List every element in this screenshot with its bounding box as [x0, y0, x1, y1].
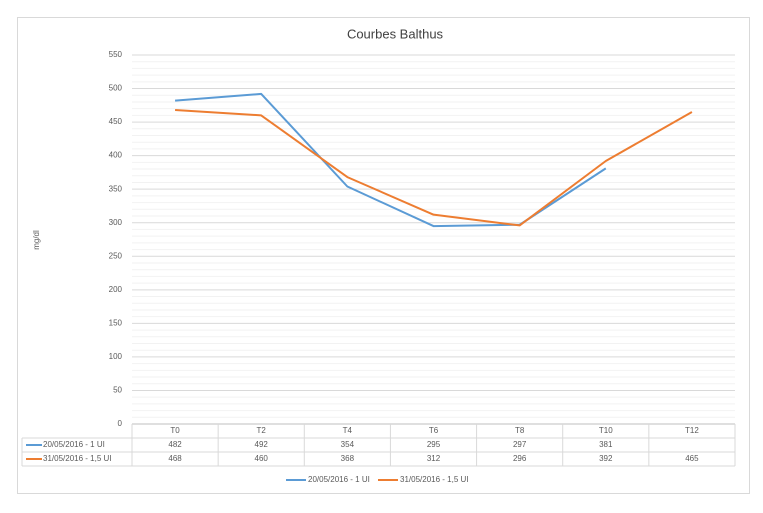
table-value: 482: [168, 440, 182, 449]
table-value: 492: [255, 440, 269, 449]
table-value: 295: [427, 440, 441, 449]
y-tick-label: 450: [109, 117, 123, 126]
x-tick-label: T12: [685, 426, 699, 435]
table-value: 465: [685, 454, 699, 463]
x-tick-label: T8: [515, 426, 525, 435]
legend-label: 20/05/2016 - 1 UI: [308, 475, 370, 484]
y-tick-label: 250: [109, 251, 123, 260]
y-tick-label: 400: [109, 151, 123, 160]
y-tick-label: 200: [109, 285, 123, 294]
series-line: [175, 109, 693, 227]
table-value: 297: [513, 440, 527, 449]
y-tick-label: 150: [109, 318, 123, 327]
y-tick-label: 500: [109, 84, 123, 93]
chart-title: Courbes Balthus: [347, 26, 444, 41]
y-tick-label: 350: [109, 184, 123, 193]
x-tick-label: T6: [429, 426, 439, 435]
table-value: 296: [513, 454, 527, 463]
y-axis-label: mg/dl: [32, 230, 41, 250]
table-value: 368: [341, 454, 355, 463]
chart-border: [17, 17, 750, 494]
y-tick-label: 100: [109, 352, 123, 361]
y-tick-label: 300: [109, 218, 123, 227]
table-value: 392: [599, 454, 613, 463]
table-value: 354: [341, 440, 355, 449]
x-tick-label: T0: [170, 426, 180, 435]
table-value: 460: [255, 454, 269, 463]
table-value: 381: [599, 440, 613, 449]
y-tick-label: 50: [113, 386, 122, 395]
x-tick-label: T10: [599, 426, 613, 435]
table-value: 312: [427, 454, 441, 463]
table-series-name: 20/05/2016 - 1 UI: [43, 440, 105, 449]
y-tick-label: 0: [118, 419, 123, 428]
x-tick-label: T4: [343, 426, 353, 435]
legend-label: 31/05/2016 - 1,5 UI: [400, 475, 469, 484]
table-value: 468: [168, 454, 182, 463]
y-tick-label: 550: [109, 50, 123, 59]
table-series-name: 31/05/2016 - 1,5 UI: [43, 454, 112, 463]
x-tick-label: T2: [257, 426, 267, 435]
